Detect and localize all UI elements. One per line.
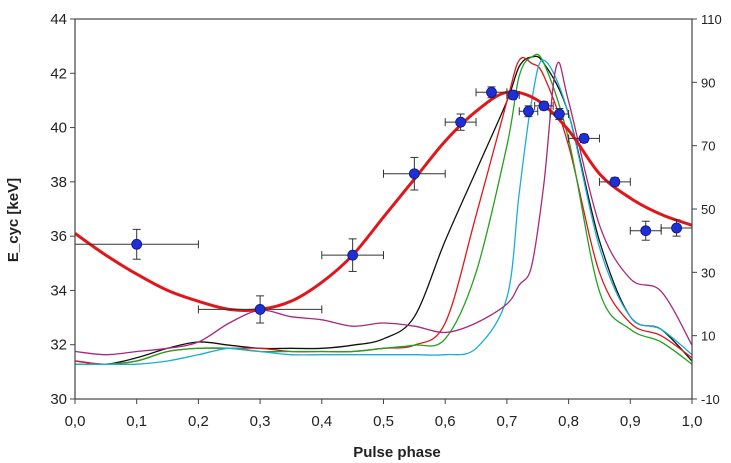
x-tick-label: 1,0 [682, 413, 703, 430]
y2-tick-label: 50 [701, 202, 715, 217]
measurement-marker [538, 100, 550, 112]
data-point-11 [568, 133, 600, 144]
y-axis-title: E_cyc [keV] [5, 178, 22, 262]
x-tick-label: 0,8 [558, 413, 579, 430]
fit-curve [74, 90, 693, 312]
x-tick-label: 0,2 [188, 413, 209, 430]
data-point-4 [383, 156, 446, 191]
measurement-marker [408, 168, 420, 180]
measurement-marker [553, 108, 565, 120]
x-tick-label: 0,7 [496, 413, 517, 430]
plot-frame [74, 18, 693, 400]
pulse-profile-line-3 [74, 53, 693, 366]
pulse-profile-line-2 [74, 56, 693, 365]
plot-area [74, 53, 693, 366]
y-tick-label: 40 [50, 120, 67, 137]
pulse-profile-line-5 [74, 61, 693, 356]
y-tick-label: 38 [50, 174, 67, 191]
measurement-marker [578, 133, 590, 144]
x-tick-label: 0,5 [373, 413, 394, 430]
data-point-1 [74, 228, 199, 260]
x-tick-label: 0,1 [126, 413, 147, 430]
y-tick-label: 42 [50, 65, 67, 82]
data-point-13 [629, 220, 662, 241]
x-axis-title: Pulse phase [353, 444, 441, 461]
x-tick-label: 0,4 [311, 413, 332, 430]
measurement-marker [254, 304, 266, 315]
y2-tick-label: 110 [701, 12, 722, 27]
data-point-10 [549, 108, 570, 120]
y2-tick-label: 90 [701, 75, 715, 90]
data-point-3 [321, 238, 384, 272]
measurement-marker [347, 249, 359, 261]
y-tick-label: 30 [50, 391, 67, 408]
y-tick-label: 34 [50, 282, 67, 299]
y2-tick-label: -10 [701, 392, 720, 407]
measurement-marker [507, 89, 519, 101]
x-tick-label: 0,0 [65, 413, 86, 430]
data-point-2 [197, 295, 323, 324]
pulse-profile-line-1 [74, 55, 693, 365]
measurement-marker [609, 176, 621, 188]
y2-tick-label: 70 [701, 139, 715, 154]
y2-tick-label: 10 [701, 329, 715, 344]
measurement-marker [671, 222, 682, 234]
measurement-marker [640, 225, 652, 237]
data-point-12 [598, 176, 631, 188]
measurement-marker [486, 86, 497, 98]
measurement-marker [131, 238, 143, 250]
measurement-marker [455, 116, 467, 128]
axes: 0,0 0,1 0,2 0,3 0,4 0,5 0,6 0,7 0,8 0,9 1,0 30 32 34 3… [50, 11, 721, 430]
y-tick-label: 32 [50, 337, 67, 354]
y2-tick-label: 30 [701, 265, 715, 280]
x-tick-label: 0,6 [435, 413, 456, 430]
data-point-9 [534, 100, 554, 112]
x-tick-label: 0,9 [620, 413, 641, 430]
y-tick-label: 44 [50, 11, 67, 28]
pulse-profile-line-4 [75, 59, 693, 366]
data-point-7 [506, 89, 520, 101]
data-point-8 [518, 105, 539, 118]
data-point-6 [475, 86, 508, 99]
y-tick-label: 36 [50, 228, 67, 245]
measurement-marker [523, 105, 534, 117]
x-tick-label: 0,3 [250, 413, 271, 430]
data-point-5 [444, 113, 477, 131]
